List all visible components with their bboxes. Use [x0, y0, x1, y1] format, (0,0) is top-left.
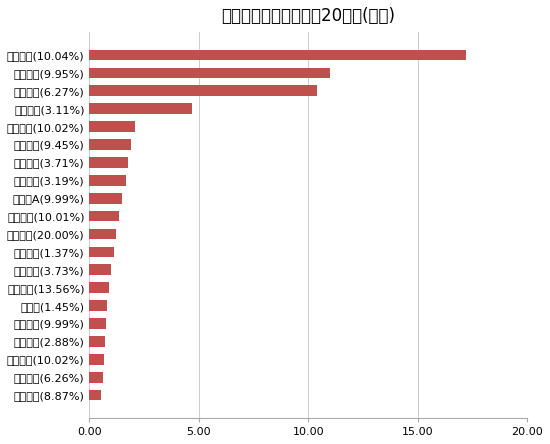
Bar — [90, 50, 466, 60]
Bar — [90, 211, 119, 222]
Bar — [90, 372, 102, 383]
Bar — [90, 85, 317, 96]
Bar — [90, 139, 131, 150]
Bar — [90, 318, 106, 329]
Bar — [90, 229, 116, 239]
Bar — [90, 336, 104, 347]
Bar — [90, 67, 330, 78]
Bar — [90, 265, 111, 275]
Bar — [90, 193, 122, 203]
Bar — [90, 121, 135, 132]
Bar — [90, 175, 125, 186]
Bar — [90, 354, 103, 365]
Bar — [90, 157, 128, 168]
Bar — [90, 390, 101, 400]
Bar — [90, 282, 109, 293]
Title: 主力资金净流入金额前20个股(亿元): 主力资金净流入金额前20个股(亿元) — [221, 7, 395, 25]
Bar — [90, 300, 107, 311]
Bar — [90, 246, 113, 257]
Bar — [90, 103, 192, 114]
